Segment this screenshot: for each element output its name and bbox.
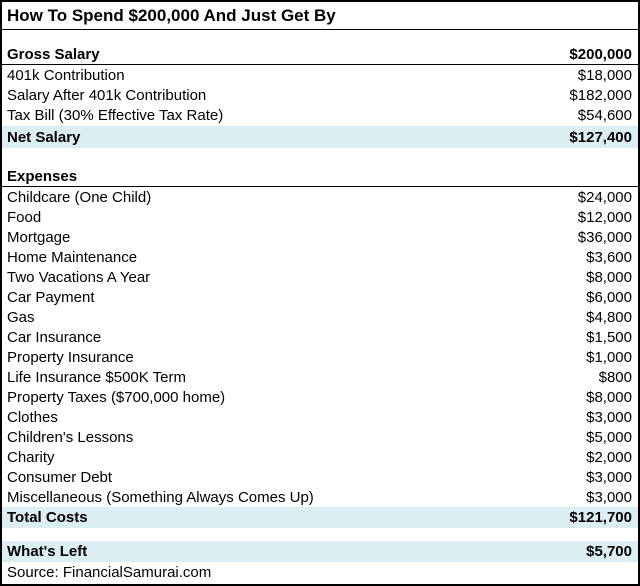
row-label: Car Payment xyxy=(7,288,95,306)
row-gas: Gas $4,800 xyxy=(2,307,638,327)
page-title-row: How To Spend $200,000 And Just Get By xyxy=(2,2,638,30)
row-value: $18,000 xyxy=(577,66,632,84)
row-tax-bill: Tax Bill (30% Effective Tax Rate) $54,60… xyxy=(2,105,638,126)
row-value: $3,000 xyxy=(586,468,632,486)
row-value: $8,000 xyxy=(586,388,632,406)
row-property-insurance: Property Insurance $1,000 xyxy=(2,347,638,367)
row-label: Clothes xyxy=(7,408,58,426)
row-value: $6,000 xyxy=(586,288,632,306)
net-salary-label: Net Salary xyxy=(7,128,81,146)
row-whats-left: What's Left $5,700 xyxy=(2,541,638,562)
row-label: Two Vacations A Year xyxy=(7,268,151,286)
row-label: Charity xyxy=(7,448,55,466)
page-title: How To Spend $200,000 And Just Get By xyxy=(7,6,336,25)
row-consumer-debt: Consumer Debt $3,000 xyxy=(2,467,638,487)
row-value: $3,600 xyxy=(586,248,632,266)
row-food: Food $12,000 xyxy=(2,207,638,227)
source-text: Source: FinancialSamurai.com xyxy=(7,564,212,581)
row-car-insurance: Car Insurance $1,500 xyxy=(2,327,638,347)
total-costs-value: $121,700 xyxy=(569,509,632,526)
row-value: $800 xyxy=(598,368,632,386)
row-value: $24,000 xyxy=(577,188,632,206)
row-label: Consumer Debt xyxy=(7,468,113,486)
row-value: $2,000 xyxy=(586,448,632,466)
gross-salary-value: $200,000 xyxy=(569,45,632,63)
row-label: Food xyxy=(7,208,42,226)
row-label: Car Insurance xyxy=(7,328,102,346)
row-label: Property Taxes ($700,000 home) xyxy=(7,388,226,406)
gross-salary-label: Gross Salary xyxy=(7,45,100,63)
row-label: 401k Contribution xyxy=(7,66,125,84)
spacer-after-title xyxy=(2,30,638,44)
row-401k-contribution: 401k Contribution $18,000 xyxy=(2,65,638,85)
net-salary-value: $127,400 xyxy=(569,128,632,146)
spacer-before-expenses xyxy=(2,148,638,166)
row-value: $3,000 xyxy=(586,488,632,506)
total-costs-label: Total Costs xyxy=(7,509,88,526)
spacer-before-whats-left xyxy=(2,528,638,541)
row-label: Property Insurance xyxy=(7,348,134,366)
row-life-insurance: Life Insurance $500K Term $800 xyxy=(2,367,638,387)
row-childcare: Childcare (One Child) $24,000 xyxy=(2,187,638,207)
row-value: $54,600 xyxy=(577,107,632,124)
row-label: Miscellaneous (Something Always Comes Up… xyxy=(7,488,314,506)
row-label: Salary After 401k Contribution xyxy=(7,86,207,104)
row-gross-salary: Gross Salary $200,000 xyxy=(2,44,638,65)
source-row: Source: FinancialSamurai.com xyxy=(2,562,638,583)
row-value: $1,500 xyxy=(586,328,632,346)
row-clothes: Clothes $3,000 xyxy=(2,407,638,427)
whats-left-label: What's Left xyxy=(7,543,88,560)
row-label: Life Insurance $500K Term xyxy=(7,368,186,386)
row-value: $4,800 xyxy=(586,308,632,326)
row-property-taxes: Property Taxes ($700,000 home) $8,000 xyxy=(2,387,638,407)
row-value: $12,000 xyxy=(577,208,632,226)
row-net-salary: Net Salary $127,400 xyxy=(2,126,638,148)
row-value: $1,000 xyxy=(586,348,632,366)
row-mortgage: Mortgage $36,000 xyxy=(2,227,638,247)
row-label: Childcare (One Child) xyxy=(7,188,152,206)
row-value: $8,000 xyxy=(586,268,632,286)
expenses-header-label: Expenses xyxy=(7,167,78,185)
row-car-payment: Car Payment $6,000 xyxy=(2,287,638,307)
row-value: $182,000 xyxy=(569,86,632,104)
row-childrens-lessons: Children's Lessons $5,000 xyxy=(2,427,638,447)
row-salary-after-401k: Salary After 401k Contribution $182,000 xyxy=(2,85,638,105)
row-value: $5,000 xyxy=(586,428,632,446)
row-value: $36,000 xyxy=(577,228,632,246)
row-label: Home Maintenance xyxy=(7,248,138,266)
row-value: $3,000 xyxy=(586,408,632,426)
row-label: Children's Lessons xyxy=(7,428,134,446)
row-miscellaneous: Miscellaneous (Something Always Comes Up… xyxy=(2,487,638,507)
whats-left-value: $5,700 xyxy=(586,543,632,560)
row-charity: Charity $2,000 xyxy=(2,447,638,467)
row-label: Mortgage xyxy=(7,228,71,246)
row-label: Tax Bill (30% Effective Tax Rate) xyxy=(7,107,224,124)
expenses-section-header: Expenses xyxy=(2,166,638,187)
row-total-costs: Total Costs $121,700 xyxy=(2,507,638,528)
row-home-maintenance: Home Maintenance $3,600 xyxy=(2,247,638,267)
row-label: Gas xyxy=(7,308,35,326)
row-vacations: Two Vacations A Year $8,000 xyxy=(2,267,638,287)
